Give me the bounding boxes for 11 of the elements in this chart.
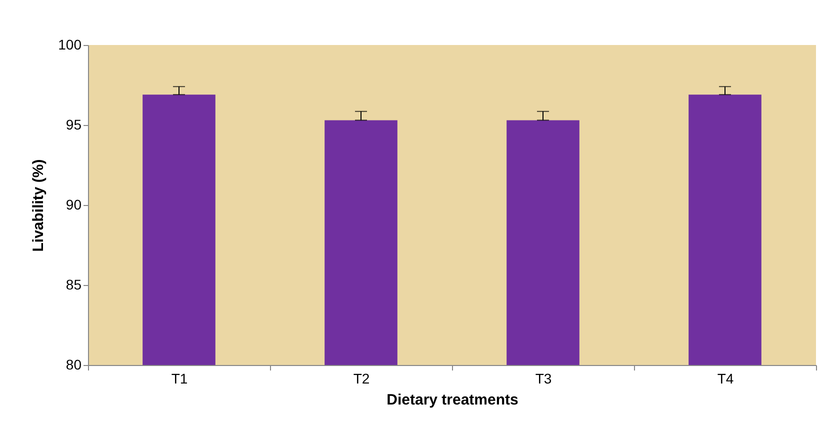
x-tick-label: T2 <box>353 370 370 386</box>
y-axis-title: Livability (%) <box>30 159 48 252</box>
y-tick-label: 100 <box>58 36 82 52</box>
x-tick-label: T4 <box>717 370 734 386</box>
x-tick-label: T1 <box>171 370 188 386</box>
y-tick-label: 90 <box>66 196 82 212</box>
y-tick-label: 80 <box>66 356 82 372</box>
x-axis-title: Dietary treatments <box>386 392 518 408</box>
x-tick-label: T3 <box>535 370 552 386</box>
y-tick-label: 95 <box>66 116 82 132</box>
y-tick-label: 85 <box>66 276 82 292</box>
